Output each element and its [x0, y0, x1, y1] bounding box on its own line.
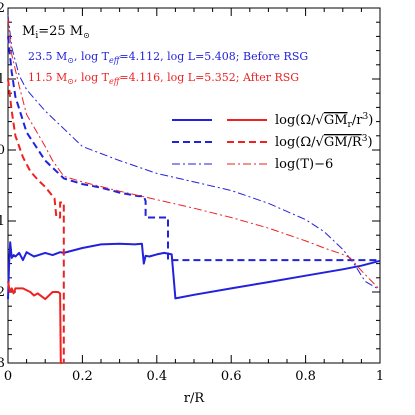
y-tick-label: −3: [0, 356, 5, 371]
legend-label-global-omega: log(Ω/√GM/R3): [275, 134, 373, 150]
y-tick-label: 0: [0, 143, 5, 158]
mass-annotation: Mi=25 M⊙: [22, 24, 90, 41]
model-after-annotation: 11.5 M⊙, log Teff=4.116, log L=5.352; Af…: [28, 71, 299, 86]
x-tick-label: 0.4: [146, 369, 167, 384]
x-tick-label: 0.8: [295, 369, 316, 384]
x-tick-label: 1: [376, 369, 384, 384]
y-tick-label: 1: [0, 72, 5, 87]
legend: log(Ω/√GMr/r3) log(Ω/√GM/R3) log(T)−6: [172, 112, 373, 172]
x-tick-label: 0.2: [72, 369, 93, 384]
y-tick-label: −2: [0, 285, 5, 300]
x-axis-label: r/R: [184, 391, 206, 406]
legend-label-local-omega: log(Ω/√GMr/r3): [275, 112, 373, 130]
series-after-solid: [7, 281, 62, 364]
series-before-dashed: [7, 36, 380, 262]
model-before-annotation: 23.5 M⊙, log Teff=4.112, log L=5.408; Be…: [28, 50, 308, 65]
series-before-dashdot: [7, 15, 381, 291]
x-tick-label: 0.6: [221, 369, 242, 384]
series-before-solid: [7, 241, 381, 300]
series-after-dashed: [7, 78, 65, 363]
x-tick-label: 0: [4, 369, 12, 384]
series-after-dashdot: [7, 18, 381, 291]
y-tick-label: −1: [0, 214, 5, 229]
y-tick-label: 2: [0, 1, 5, 16]
legend-label-temperature: log(T)−6: [275, 157, 333, 172]
